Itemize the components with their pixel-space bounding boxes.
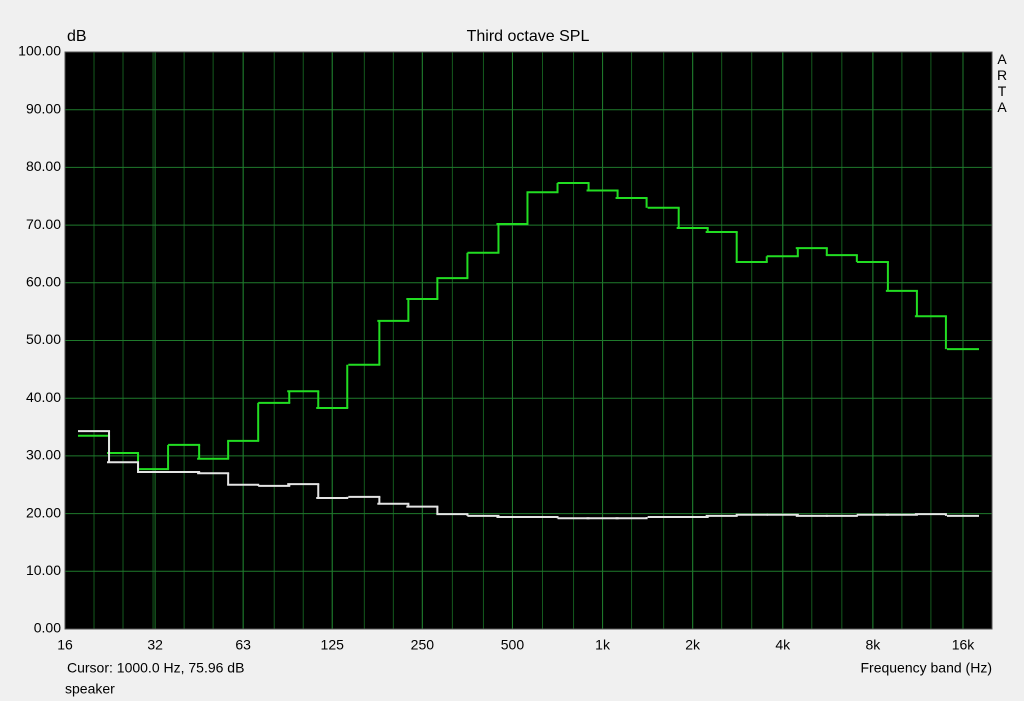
- x-tick-label: 16k: [952, 637, 976, 653]
- chart-title: Third octave SPL: [467, 28, 590, 45]
- x-tick-label: 16: [57, 637, 73, 653]
- marks: [77, 181, 980, 520]
- x-tick-label: 8k: [865, 637, 881, 653]
- x-tick-label: 63: [235, 637, 251, 653]
- grid: [64, 51, 992, 630]
- x-tick-label: 4k: [775, 637, 791, 653]
- x-tick-label: 32: [147, 637, 163, 653]
- y-tick-label: 30.00: [26, 447, 61, 463]
- y-axis-label: dB: [67, 28, 87, 45]
- y-tick-label: 60.00: [26, 274, 61, 290]
- legend-entry: speaker: [65, 681, 115, 697]
- y-tick-label: 70.00: [26, 216, 61, 232]
- y-tick-label: 10.00: [26, 562, 61, 578]
- y-tick-label: 100.00: [18, 43, 61, 59]
- x-axis-label: Frequency band (Hz): [860, 660, 992, 676]
- x-tick-label: 2k: [685, 637, 701, 653]
- y-tick-label: 50.00: [26, 331, 61, 347]
- cursor-readout: Cursor: 1000.0 Hz, 75.96 dB: [67, 660, 244, 676]
- y-tick-label: 0.00: [34, 620, 61, 636]
- x-tick-label: 500: [501, 637, 525, 653]
- series: [77, 430, 980, 520]
- y-tick-label: 90.00: [26, 100, 61, 116]
- series: [77, 181, 980, 471]
- plot-frame: [64, 51, 993, 630]
- x-tick-label: 125: [321, 637, 345, 653]
- x-tick-label: 250: [411, 637, 435, 653]
- y-tick-label: 20.00: [26, 504, 61, 520]
- y-tick-label: 40.00: [26, 389, 61, 405]
- x-tick-label: 1k: [595, 637, 611, 653]
- y-tick-label: 80.00: [26, 158, 61, 174]
